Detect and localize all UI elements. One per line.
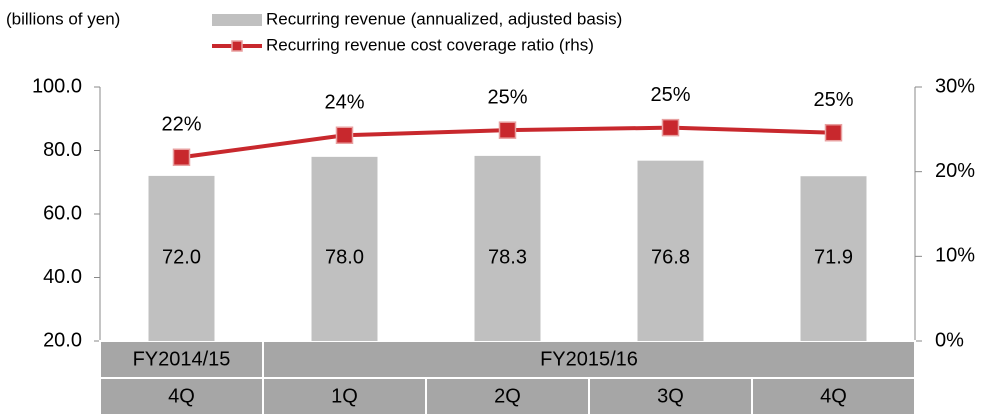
bar (800, 176, 867, 341)
line-marker (498, 121, 517, 139)
y2-tick-label: 0% (935, 329, 964, 351)
line-marker (661, 118, 680, 137)
bar (148, 175, 215, 341)
y-tick-label: 60.0 (43, 202, 82, 224)
x-tick-label: 2Q (494, 385, 521, 407)
bar-value-label: 72.0 (162, 246, 201, 268)
category-cell (425, 377, 590, 416)
legend-label: Recurring revenue (annualized, adjusted … (266, 9, 622, 28)
category-cell (751, 377, 916, 416)
bar-value-label: 78.3 (488, 246, 527, 268)
line-value-label: 25% (650, 84, 690, 106)
y-tick-label: 80.0 (43, 139, 82, 161)
y-tick-label: 20.0 (43, 329, 82, 351)
bar-value-label: 71.9 (814, 246, 853, 268)
x-tick-label: 1Q (331, 385, 358, 407)
bar-value-label: 76.8 (651, 246, 690, 268)
category-cell (262, 377, 427, 416)
y-tick-label: 100.0 (32, 75, 82, 97)
line-value-label: 25% (487, 86, 527, 108)
group-label: FY2015/16 (540, 348, 638, 370)
group-label: FY2014/15 (133, 348, 231, 370)
bar-value-label: 78.0 (325, 246, 364, 268)
y-tick-label: 40.0 (43, 266, 82, 288)
bar (311, 156, 378, 341)
line-value-label: 25% (813, 89, 853, 111)
line-value-label: 24% (324, 92, 364, 114)
line-marker (172, 148, 191, 167)
category-cell (99, 377, 264, 416)
group-cell (262, 340, 916, 379)
legend-marker (231, 40, 243, 52)
bar (474, 155, 541, 341)
line-marker (824, 123, 843, 142)
category-cell (588, 377, 753, 416)
y2-tick-label: 10% (935, 245, 975, 267)
x-tick-label: 4Q (820, 385, 847, 407)
group-cell (99, 340, 264, 379)
legend-swatch (212, 14, 262, 26)
line-marker (335, 126, 354, 145)
x-tick-label: 4Q (168, 385, 195, 407)
bar (637, 160, 704, 341)
x-tick-label: 3Q (657, 385, 684, 407)
y-axis-unit: (billions of yen) (6, 9, 120, 28)
legend-label: Recurring revenue cost coverage ratio (r… (266, 35, 594, 54)
y2-tick-label: 30% (935, 75, 975, 97)
y2-tick-label: 20% (935, 160, 975, 182)
line-value-label: 22% (161, 114, 201, 136)
